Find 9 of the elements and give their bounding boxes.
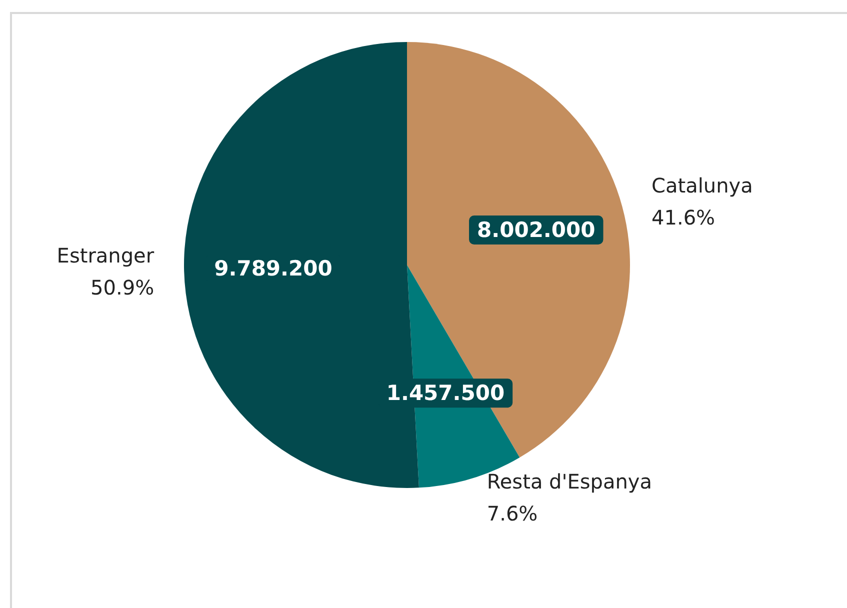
slice-label: Estranger [56,244,155,268]
text: 50.9% [90,276,154,300]
data-label: 8.002.000 [477,218,596,242]
text: 7.6% [486,502,538,526]
data-label: 9.789.200 [214,256,332,281]
data-label: 1.457.500 [386,381,505,406]
slice-label: Catalunya [652,173,753,198]
text: 41.6% [652,205,716,230]
slice-label: Resta d'Espanya [486,470,652,494]
